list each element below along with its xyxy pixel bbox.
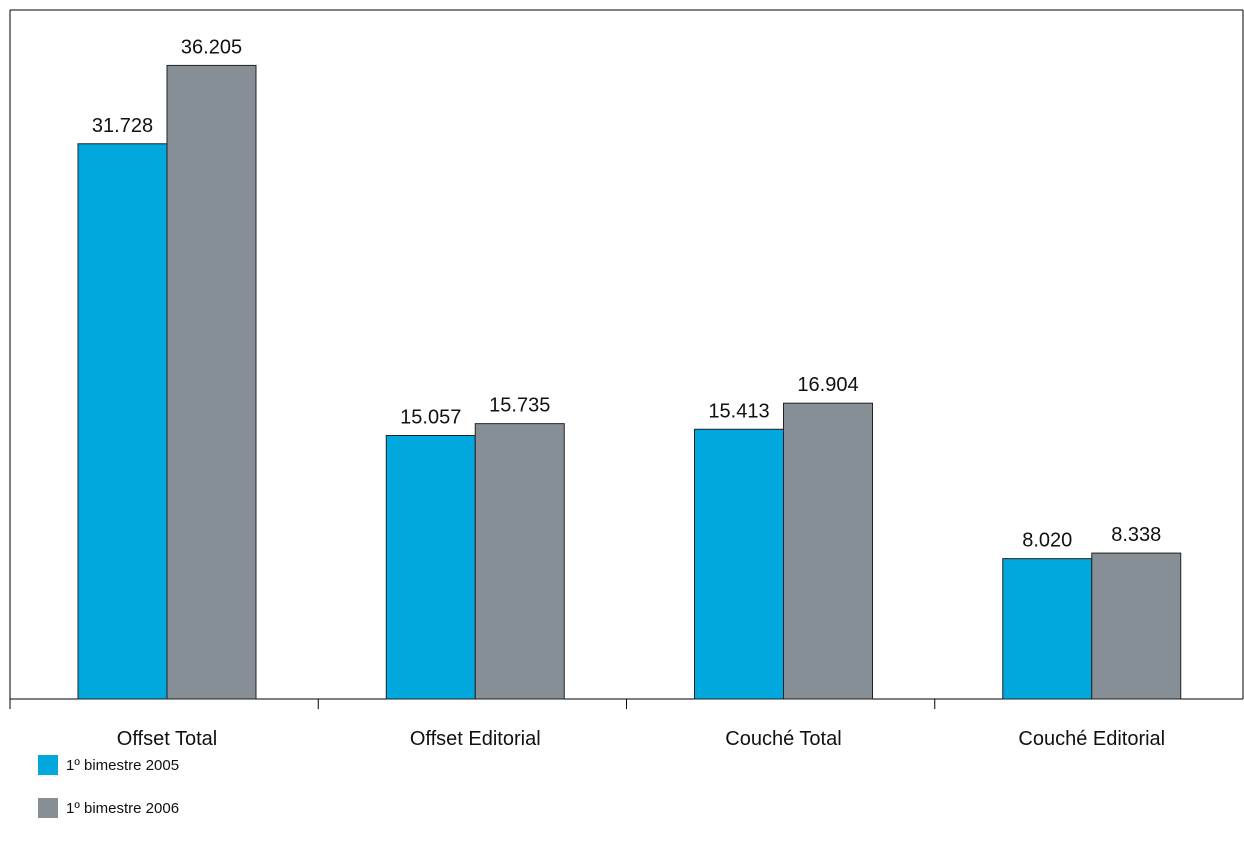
legend: 1º bimestre 2005 1º bimestre 2006 — [38, 755, 179, 841]
category-label-1: Offset Total — [117, 728, 217, 750]
data-label-1-3: 15.413 — [708, 400, 769, 422]
category-labels-group: Offset Total Offset Editorial Couché Total… — [117, 728, 1165, 750]
bars-group — [77, 64, 1182, 700]
data-label-2-3: 16.904 — [797, 374, 858, 396]
value-labels-group: 31.728 36.205 15.057 15.735 15.413 16.904 8.02… — [92, 36, 1161, 551]
legend-swatch-series-1 — [38, 755, 58, 775]
bar-2-2 — [474, 423, 565, 700]
bar-1-1 — [77, 143, 168, 700]
bar-2-4 — [1091, 552, 1182, 700]
legend-label-series-1: 1º bimestre 2005 — [66, 756, 180, 774]
category-label-2: Offset Editorial — [410, 728, 541, 750]
bar-chart: 31.728 36.205 15.057 15.735 15.413 16.904 8.02… — [9, 9, 1244, 750]
data-label-1-1: 31.728 — [92, 115, 153, 137]
bar-1-2 — [385, 435, 476, 700]
data-label-2-1: 36.205 — [181, 36, 242, 58]
bar-2-3 — [783, 402, 873, 700]
data-label-1-4: 8.020 — [1022, 530, 1072, 552]
bar-1-4 — [1002, 558, 1093, 700]
category-label-3: Couché Total — [725, 728, 841, 750]
legend-item-series-1: 1º bimestre 2005 — [38, 755, 179, 775]
data-label-1-2: 15.057 — [400, 407, 461, 429]
bar-2-1 — [166, 64, 257, 700]
legend-item-series-2: 1º bimestre 2006 — [38, 798, 179, 818]
legend-label-series-2: 1º bimestre 2006 — [66, 799, 180, 817]
data-label-2-4: 8.338 — [1111, 524, 1161, 546]
data-label-2-2: 15.735 — [489, 395, 550, 417]
category-label-4: Couché Editorial — [1018, 728, 1165, 750]
bar-1-3 — [694, 428, 784, 700]
legend-swatch-series-2 — [38, 798, 58, 818]
